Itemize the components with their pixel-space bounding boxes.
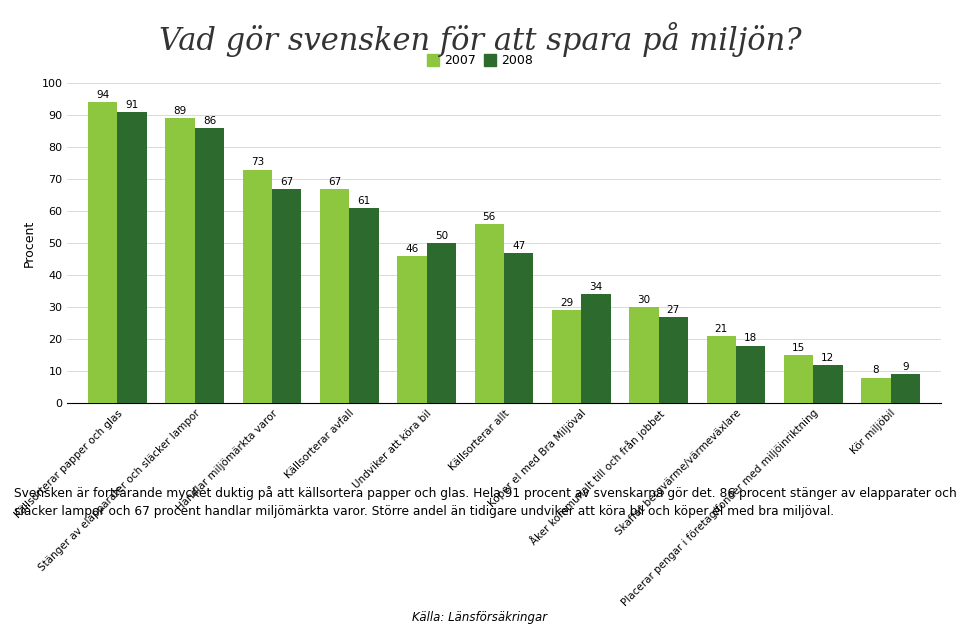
Bar — [243, 170, 272, 403]
Text: 12: 12 — [822, 353, 834, 362]
Bar — [195, 128, 224, 403]
Bar — [629, 307, 659, 403]
Bar — [813, 365, 843, 403]
Text: 47: 47 — [512, 241, 525, 250]
Text: 46: 46 — [405, 244, 419, 253]
Text: 9: 9 — [902, 362, 908, 372]
Bar — [165, 118, 195, 403]
Text: 15: 15 — [792, 343, 805, 353]
Bar — [861, 378, 891, 403]
Bar — [891, 374, 920, 403]
Text: 91: 91 — [126, 100, 139, 110]
Bar — [582, 294, 611, 403]
Text: 61: 61 — [357, 196, 371, 205]
Bar — [88, 102, 117, 403]
Text: 27: 27 — [666, 305, 680, 314]
Text: 34: 34 — [589, 282, 603, 292]
Text: 56: 56 — [483, 212, 496, 221]
Bar — [552, 310, 582, 403]
Bar — [504, 253, 534, 403]
Text: 86: 86 — [203, 116, 216, 125]
Text: 67: 67 — [328, 177, 342, 187]
Bar — [659, 317, 688, 403]
Text: 94: 94 — [96, 90, 109, 100]
Bar — [784, 355, 813, 403]
Y-axis label: Procent: Procent — [23, 220, 36, 267]
Text: 30: 30 — [637, 295, 651, 305]
Text: Källa: Länsförsäkringar: Källa: Länsförsäkringar — [413, 611, 547, 624]
Text: 18: 18 — [744, 333, 757, 343]
Bar — [272, 189, 301, 403]
Text: 73: 73 — [251, 157, 264, 167]
Bar — [397, 256, 426, 403]
Bar — [320, 189, 349, 403]
Bar — [474, 224, 504, 403]
Legend: 2007, 2008: 2007, 2008 — [421, 49, 539, 72]
Text: Svensken är fortfarande mycket duktig på att källsortera papper och glas. Hela 9: Svensken är fortfarande mycket duktig på… — [14, 486, 957, 518]
Bar — [426, 243, 456, 403]
Text: 89: 89 — [174, 106, 186, 116]
Bar — [117, 112, 147, 403]
Bar — [736, 346, 765, 403]
Text: 29: 29 — [560, 298, 573, 308]
Text: 50: 50 — [435, 231, 448, 241]
Text: 8: 8 — [873, 365, 879, 375]
Text: 67: 67 — [280, 177, 294, 187]
Text: 21: 21 — [714, 324, 728, 334]
Bar — [707, 336, 736, 403]
Bar — [349, 208, 379, 403]
Text: Vad gör svensken för att spara på miljön?: Vad gör svensken för att spara på miljön… — [158, 22, 802, 58]
